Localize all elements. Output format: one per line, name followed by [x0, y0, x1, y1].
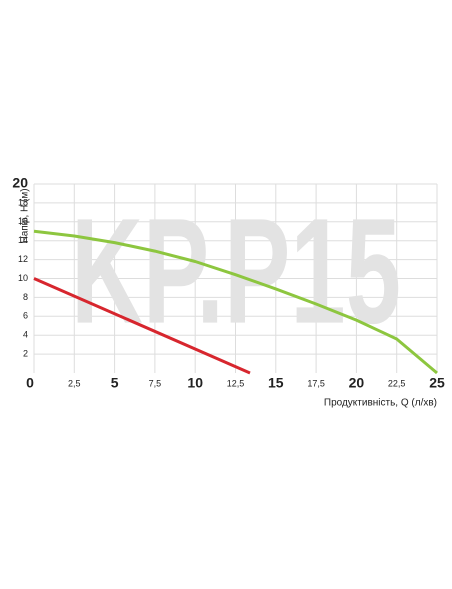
y-axis-label: Напір, H (м) — [20, 188, 31, 243]
watermark: KP.P15 — [71, 187, 401, 355]
x-axis-label: Продуктивність, Q (л/хв) — [324, 398, 437, 409]
y-tick-label: 20 — [12, 175, 28, 191]
y-tick-label: 12 — [18, 254, 28, 264]
x-tick-label: 0 — [26, 375, 34, 391]
y-tick-label: 6 — [23, 311, 28, 321]
y-tick-label: 18 — [18, 197, 28, 207]
x-tick-label: 22,5 — [388, 378, 406, 388]
y-tick-label: 14 — [18, 235, 28, 245]
x-tick-label: 20 — [349, 375, 365, 391]
y-tick-label: 8 — [23, 292, 28, 302]
x-tick-label: 12,5 — [227, 378, 245, 388]
x-tick-label: 10 — [187, 375, 203, 391]
x-tick-label: 2,5 — [68, 378, 81, 388]
series-line — [33, 277, 251, 375]
y-tick-label: 10 — [18, 273, 28, 283]
series-line — [33, 229, 438, 375]
x-tick-label: 15 — [268, 375, 284, 391]
y-tick-label: 16 — [18, 216, 28, 226]
x-tick-label: 5 — [111, 375, 119, 391]
y-tick-label: 2 — [23, 348, 28, 358]
x-tick-label: 25 — [429, 375, 445, 391]
x-tick-label: 17,5 — [307, 378, 325, 388]
x-tick-label: 7,5 — [149, 378, 162, 388]
y-tick-label: 4 — [23, 330, 28, 340]
